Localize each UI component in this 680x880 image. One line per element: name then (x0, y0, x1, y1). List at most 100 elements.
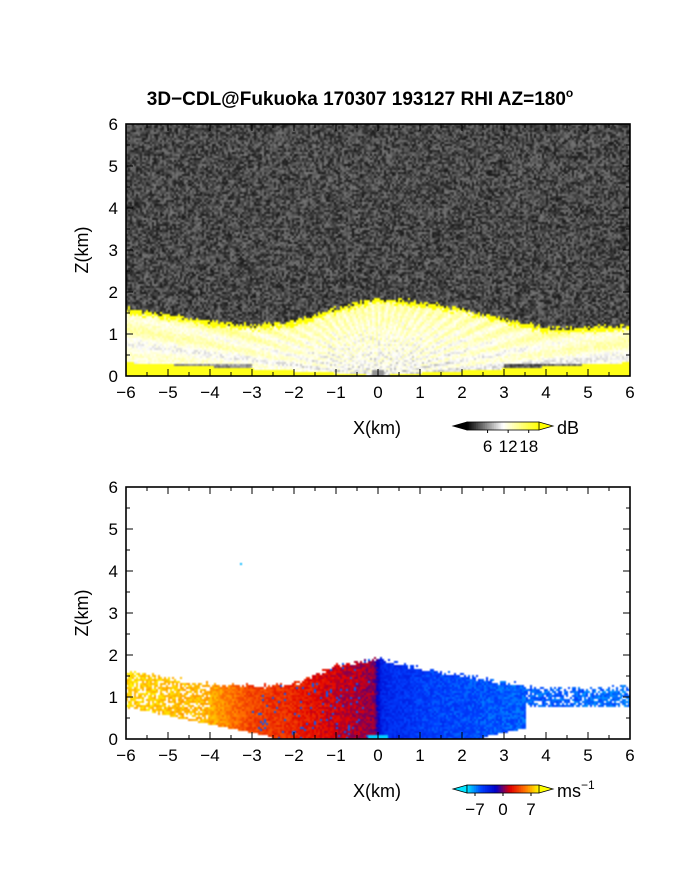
velocity-colorbar: −7 0 7 (451, 784, 555, 819)
colorbar-segment (470, 785, 473, 793)
y-tick-label: 5 (109, 157, 118, 176)
colorbar-segment (521, 422, 524, 430)
colorbar-segment (528, 422, 531, 430)
colorbar-low-arrow (451, 784, 468, 794)
colorbar-segment (501, 785, 504, 793)
backscatter-colorbar-unit: dB (557, 418, 579, 438)
y-tick-label: 3 (109, 241, 118, 260)
x-tick-label: −4 (200, 746, 219, 765)
velocity-xlabel: X(km) (353, 781, 401, 801)
velocity-unit-exponent: −1 (581, 778, 595, 792)
colorbar-segment (497, 785, 500, 793)
colorbar-segment (499, 785, 502, 793)
colorbar-segment (501, 422, 504, 430)
x-tick-label: −2 (284, 383, 303, 402)
colorbar-segment (533, 785, 536, 793)
colorbar-segment (485, 785, 488, 793)
colorbar-segment (492, 422, 495, 430)
x-tick-label: 6 (625, 383, 634, 402)
colorbar-segment (486, 422, 489, 430)
y-tick-label: 5 (109, 520, 118, 539)
colorbar-segment (535, 422, 538, 430)
colorbar-segment (494, 422, 497, 430)
colorbar-segment (468, 785, 471, 793)
y-tick-label: 1 (109, 325, 118, 344)
colorbar-segment (474, 422, 477, 430)
colorbar-segment (531, 785, 534, 793)
colorbar-segment (476, 422, 479, 430)
colorbar-segment (485, 422, 488, 430)
title-main: 3D−CDL@Fukuoka 170307 193127 RHI AZ=180 (147, 89, 566, 110)
colorbar-segment (470, 422, 473, 430)
colorbar-segment (504, 422, 507, 430)
colorbar-segment (515, 785, 518, 793)
x-tick-label: −3 (242, 383, 261, 402)
colorbar-frame (466, 421, 540, 431)
x-tick-label: 0 (373, 746, 382, 765)
velocity-unit-base: ms (557, 781, 581, 801)
colorbar-segment (533, 422, 536, 430)
colorbar-segment (483, 785, 486, 793)
velocity-axes: −6 −5 −4 −3 −2 −1 0 1 2 3 4 5 6 0 1 2 3 4 5 6 (109, 478, 635, 765)
title-degree-sign: o (566, 86, 573, 100)
y-tick-label: 2 (109, 283, 118, 302)
x-tick-label: 2 (457, 746, 466, 765)
colorbar-segment (488, 785, 491, 793)
backscatter-heatmap (126, 124, 630, 376)
colorbar-high-arrow (538, 421, 555, 431)
colorbar-segment (519, 785, 522, 793)
colorbar-segment (467, 422, 470, 430)
y-tick-label: 4 (109, 562, 118, 581)
x-tick-label: 2 (457, 383, 466, 402)
colorbar-segment (503, 785, 506, 793)
colorbar-segment (488, 422, 491, 430)
colorbar-segment (517, 785, 520, 793)
colorbar-segment (537, 785, 540, 793)
colorbar-segment (499, 422, 502, 430)
colorbar-segment (504, 785, 507, 793)
y-tick-label: 3 (109, 604, 118, 623)
colorbar-segment (517, 422, 520, 430)
velocity-panel: −6 −5 −4 −3 −2 −1 0 1 2 3 4 5 6 0 1 2 3 4 5 6 X(km) Z(km) −… (72, 478, 635, 819)
colorbar-segment (494, 785, 497, 793)
x-tick-label: 6 (625, 746, 634, 765)
x-tick-label: 4 (541, 746, 550, 765)
x-tick-label: 3 (499, 383, 508, 402)
colorbar-segment (506, 785, 509, 793)
colorbar-segment (513, 785, 516, 793)
colorbar-segment (495, 422, 498, 430)
colorbar-segment (519, 422, 522, 430)
colorbar-segment (515, 422, 518, 430)
velocity-heatmap (126, 487, 630, 739)
colorbar-segment (479, 785, 482, 793)
velocity-ylabel: Z(km) (72, 590, 92, 637)
colorbar-segment (483, 422, 486, 430)
x-tick-label: −1 (326, 746, 345, 765)
colorbar-segment (497, 422, 500, 430)
colorbar-tick-label: −7 (465, 800, 484, 819)
colorbar-segment (531, 422, 534, 430)
colorbar-segment (524, 785, 527, 793)
colorbar-segment (490, 785, 493, 793)
x-tick-label: 5 (583, 746, 592, 765)
colorbar-tick-label: 6 (483, 437, 492, 456)
x-tick-label: −5 (158, 383, 177, 402)
colorbar-segment (526, 422, 529, 430)
colorbar-segment (486, 785, 489, 793)
colorbar-tick-label: 18 (519, 437, 538, 456)
colorbar-segment (474, 785, 477, 793)
colorbar-segment (521, 785, 524, 793)
colorbar-segment (535, 785, 538, 793)
colorbar-segment (467, 785, 470, 793)
x-tick-label: −3 (242, 746, 261, 765)
colorbar-segment (508, 422, 511, 430)
x-tick-label: 0 (373, 383, 382, 402)
colorbar-segment (495, 785, 498, 793)
colorbar-segment (503, 422, 506, 430)
colorbar-low-arrow (451, 421, 468, 431)
colorbar-segment (481, 785, 484, 793)
colorbar-segment (472, 785, 475, 793)
colorbar-segment (479, 422, 482, 430)
